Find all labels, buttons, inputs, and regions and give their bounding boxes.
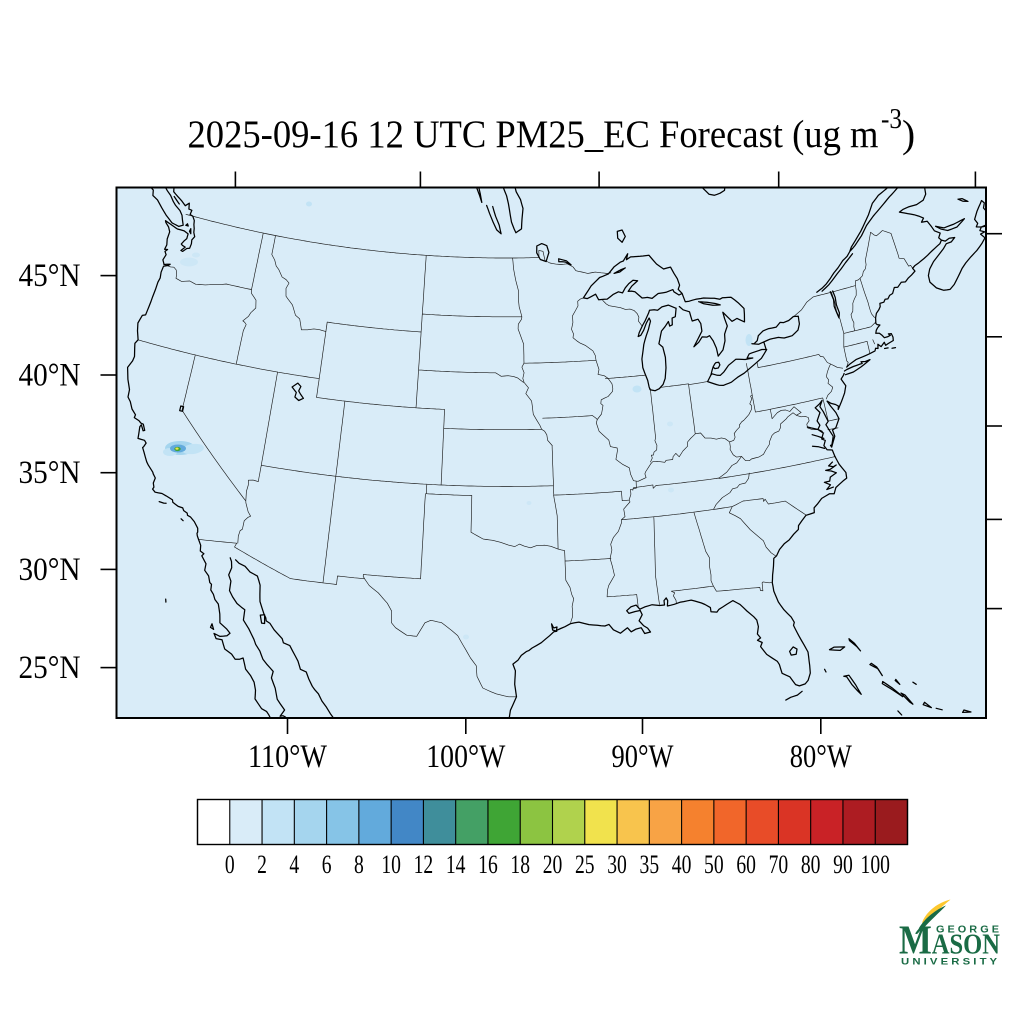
svg-text:14: 14 [446,850,466,879]
svg-text:70: 70 [769,850,789,879]
svg-text:100°W: 100°W [426,739,506,775]
svg-text:2: 2 [257,850,267,879]
svg-text:-3: -3 [881,104,902,135]
svg-text:100: 100 [861,850,890,879]
svg-text:30: 30 [607,850,627,879]
svg-text:U N I V E R S I T Y: U N I V E R S I T Y [901,957,998,968]
svg-text:10: 10 [381,850,401,879]
svg-text:12: 12 [414,850,434,879]
svg-text:20: 20 [543,850,563,879]
svg-text:6: 6 [322,850,332,879]
svg-text:45°N: 45°N [19,258,81,294]
svg-text:40°N: 40°N [19,358,81,394]
svg-text:18: 18 [510,850,530,879]
svg-text:8: 8 [354,850,364,879]
svg-text:50: 50 [704,850,724,879]
svg-text:35: 35 [640,850,660,879]
svg-text:30°N: 30°N [19,552,81,588]
svg-text:25°N: 25°N [19,650,81,686]
svg-text:90: 90 [833,850,853,879]
svg-text:2025-09-16 12 UTC PM25_EC Fore: 2025-09-16 12 UTC PM25_EC Forecast (ug m [188,112,879,156]
svg-text:4: 4 [289,850,299,879]
svg-text:80°W: 80°W [790,739,853,775]
svg-text:60: 60 [736,850,756,879]
svg-text:25: 25 [575,850,595,879]
svg-text:16: 16 [478,850,498,879]
svg-text:90°W: 90°W [612,739,675,775]
svg-text:40: 40 [672,850,692,879]
svg-text:35°N: 35°N [19,455,81,491]
svg-text:0: 0 [225,850,235,879]
svg-text:80: 80 [801,850,821,879]
svg-text:G E O R G E: G E O R G E [936,924,999,936]
svg-text:110°W: 110°W [248,739,328,775]
svg-text:): ) [902,112,915,156]
